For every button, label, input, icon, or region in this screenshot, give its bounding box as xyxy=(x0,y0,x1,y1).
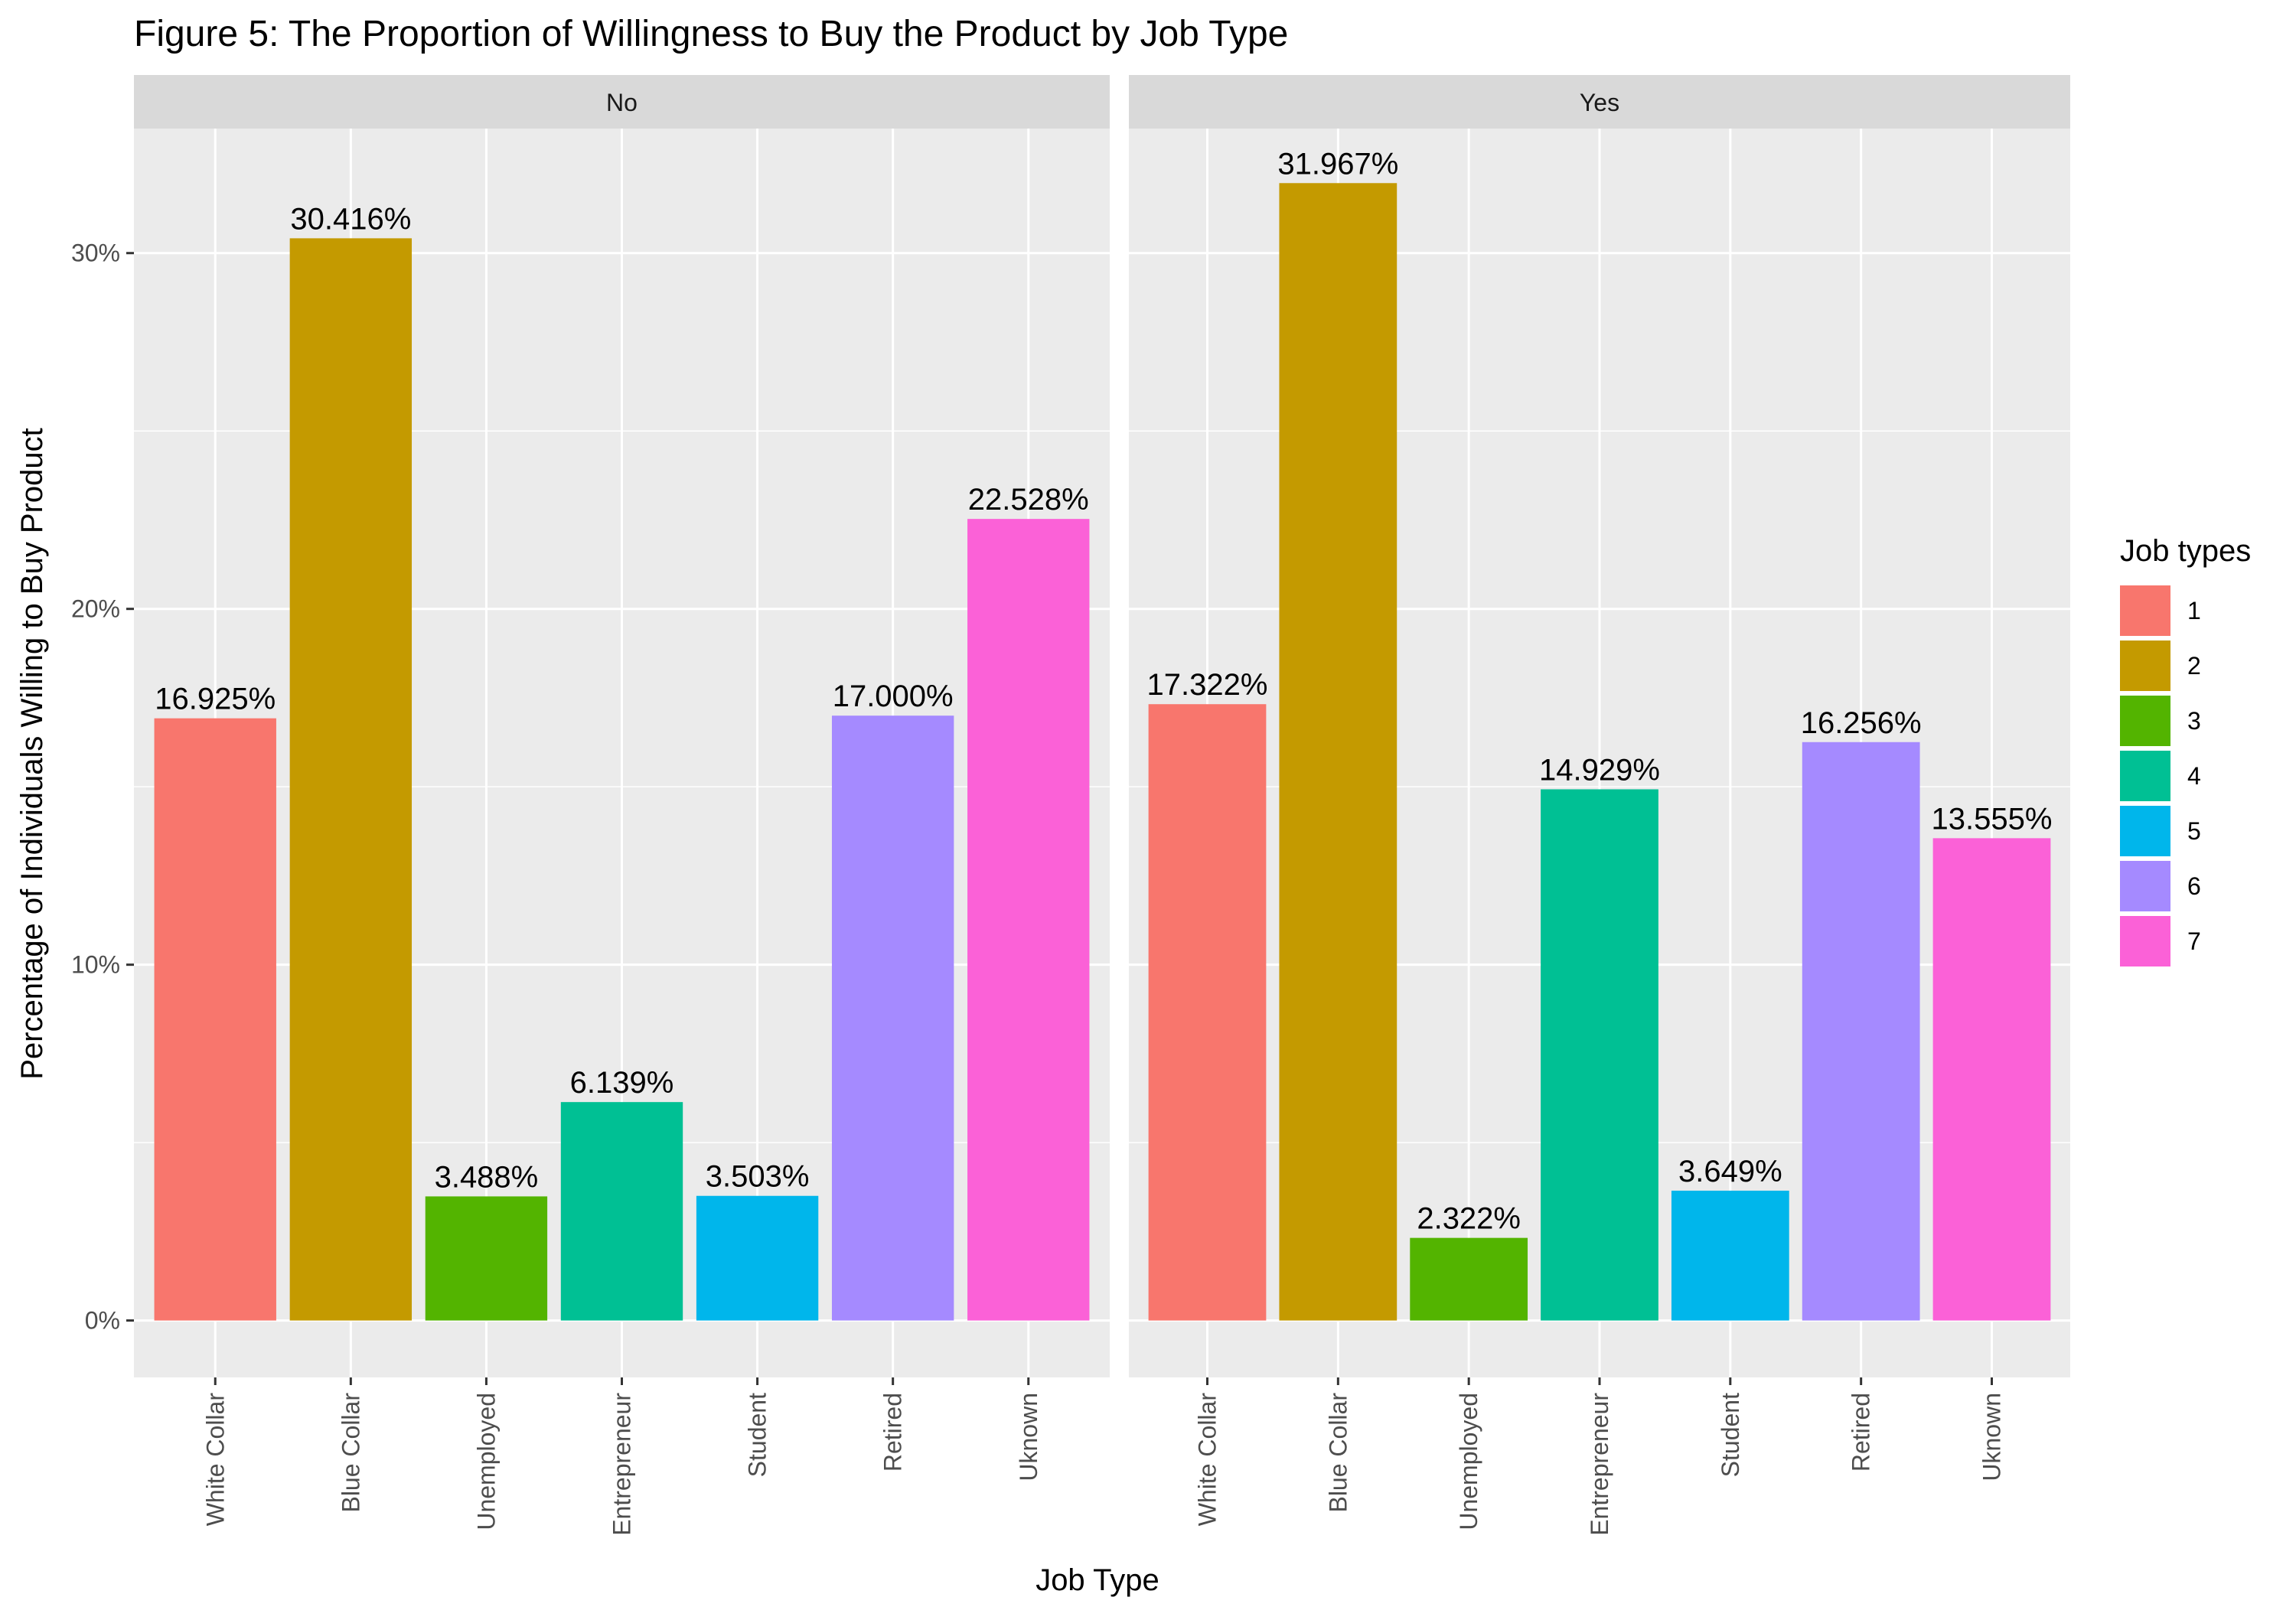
x-tick-label: Unemployed xyxy=(1455,1393,1482,1530)
data-label: 16.925% xyxy=(155,683,276,716)
legend-key-5 xyxy=(2120,806,2170,856)
y-tick-label: 20% xyxy=(71,595,120,623)
x-tick-label: Retired xyxy=(879,1393,907,1472)
bar-yes-blue-collar xyxy=(1279,183,1397,1321)
legend-key-3 xyxy=(2120,696,2170,746)
bar-yes-white-collar xyxy=(1148,704,1267,1321)
bar-yes-student xyxy=(1671,1190,1789,1321)
legend-key-4 xyxy=(2120,751,2170,801)
x-axis-label: Job Type xyxy=(1035,1563,1159,1597)
y-tick-label: 30% xyxy=(71,240,120,267)
bar-no-uknown xyxy=(967,519,1090,1321)
x-tick-label: Unemployed xyxy=(472,1393,500,1530)
legend-label: 7 xyxy=(2187,927,2201,955)
data-label: 31.967% xyxy=(1277,147,1398,181)
legend-label: 5 xyxy=(2187,817,2201,845)
x-tick-label: Uknown xyxy=(1978,1393,2006,1482)
x-tick-label: White Collar xyxy=(1194,1393,1221,1527)
x-tick-label: White Collar xyxy=(201,1393,229,1527)
data-label: 6.139% xyxy=(570,1066,674,1100)
legend-label: 2 xyxy=(2187,652,2201,680)
legend-key-1 xyxy=(2120,585,2170,636)
y-tick-label: 10% xyxy=(71,951,120,979)
legend-label: 6 xyxy=(2187,872,2201,900)
data-label: 16.256% xyxy=(1801,706,1922,740)
data-label: 3.488% xyxy=(435,1160,539,1194)
y-tick-label: 0% xyxy=(85,1307,120,1335)
bar-no-white-collar xyxy=(154,718,276,1321)
bar-no-blue-collar xyxy=(289,238,413,1321)
x-tick-label: Blue Collar xyxy=(1324,1393,1352,1513)
facet-panel-yes: Yes 17.322% 31.967% 2.322% 14.929% 3.649% 16.2… xyxy=(1129,75,2070,1536)
facet-strip-label: No xyxy=(606,89,638,116)
bar-yes-entrepreneur xyxy=(1541,789,1658,1321)
chart-title: Figure 5: The Proportion of Willingness … xyxy=(134,14,1288,54)
facet-strip xyxy=(134,75,1110,129)
x-tick-label: Blue Collar xyxy=(337,1393,364,1513)
legend: Job types 1 2 3 4 5 6 7 xyxy=(2120,534,2251,966)
facet-strip xyxy=(1129,75,2070,129)
y-axis-label: Percentage of Individuals Willing to Buy… xyxy=(15,428,49,1080)
x-tick-label: Entrepreneur xyxy=(608,1393,636,1536)
bar-no-entrepreneur xyxy=(560,1102,683,1321)
facet-strip-label: Yes xyxy=(1580,89,1619,116)
data-label: 17.322% xyxy=(1147,668,1268,702)
legend-label: 4 xyxy=(2187,762,2201,790)
data-label: 30.416% xyxy=(290,202,411,236)
bar-no-retired xyxy=(831,715,954,1321)
data-label: 3.649% xyxy=(1678,1155,1782,1188)
legend-title: Job types xyxy=(2120,534,2251,568)
x-tick-label: Student xyxy=(1717,1393,1744,1477)
bar-no-student xyxy=(696,1195,819,1321)
legend-key-7 xyxy=(2120,916,2170,966)
data-label: 2.322% xyxy=(1417,1202,1521,1236)
facets-layer: No 16.925% 30.416% 3.488% 6.139% 3.503% 17.000… xyxy=(134,75,2070,1536)
data-label: 22.528% xyxy=(968,483,1089,517)
legend-label: 1 xyxy=(2187,597,2201,624)
legend-key-2 xyxy=(2120,641,2170,691)
x-tick-label: Retired xyxy=(1848,1393,1875,1472)
y-axis: 0% 10% 20% 30% xyxy=(71,240,134,1335)
facet-panel-no: No 16.925% 30.416% 3.488% 6.139% 3.503% 17.000… xyxy=(134,75,1110,1536)
legend-key-6 xyxy=(2120,861,2170,911)
bar-yes-unemployed xyxy=(1410,1237,1528,1321)
bar-yes-retired xyxy=(1802,742,1920,1321)
data-label: 14.929% xyxy=(1539,753,1660,787)
x-tick-label: Entrepreneur xyxy=(1586,1393,1613,1536)
data-label: 3.503% xyxy=(706,1160,810,1194)
x-tick-label: Uknown xyxy=(1015,1393,1042,1482)
x-tick-label: Student xyxy=(744,1393,771,1477)
bar-yes-uknown xyxy=(1932,838,2051,1321)
legend-label: 3 xyxy=(2187,707,2201,735)
data-label: 13.555% xyxy=(1932,802,2053,836)
bar-no-unemployed xyxy=(425,1196,548,1321)
data-label: 17.000% xyxy=(833,680,954,713)
